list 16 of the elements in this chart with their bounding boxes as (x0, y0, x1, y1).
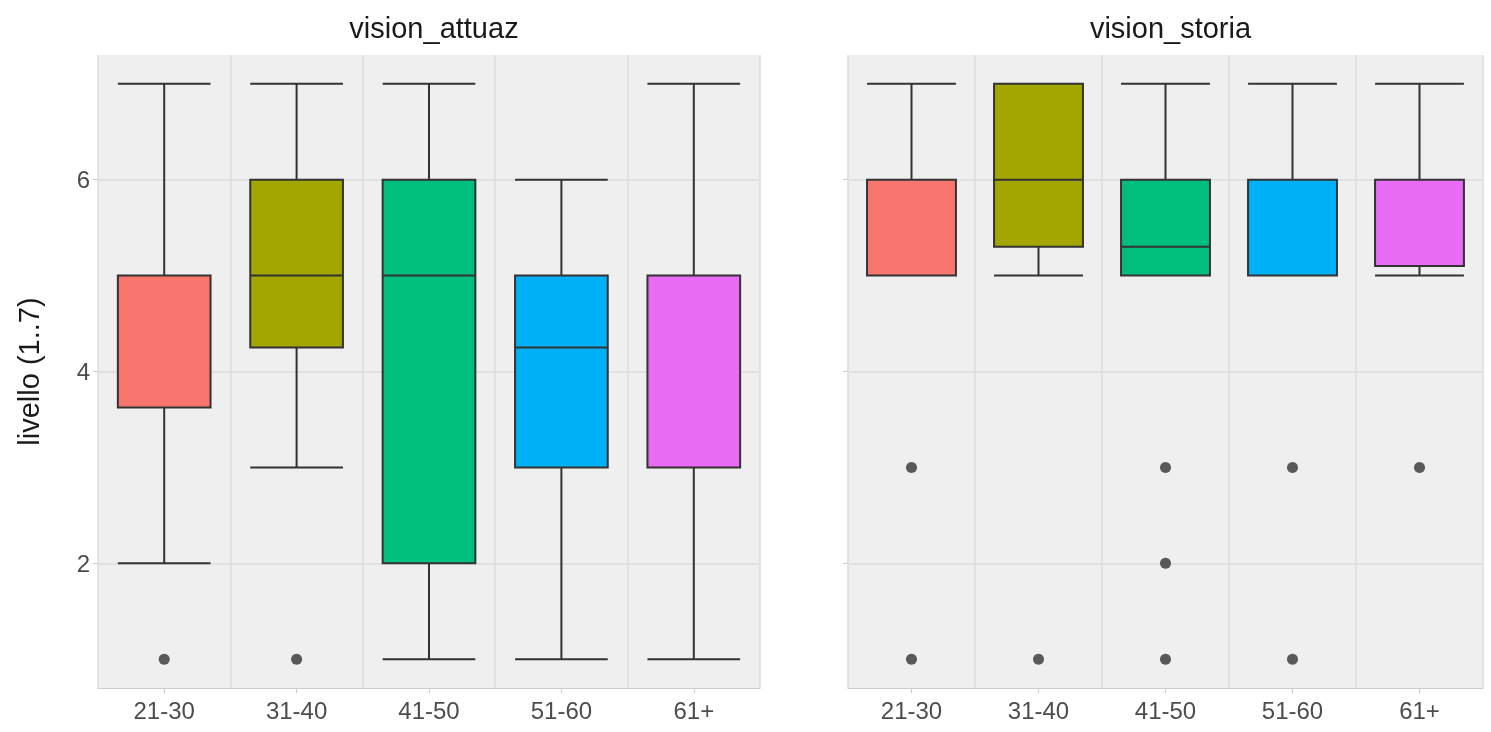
y-tick-label: 4 (76, 358, 90, 385)
x-tick-label: 51-60 (1261, 696, 1324, 724)
x-tick-label: 31-40 (265, 696, 328, 724)
y-tick-label: 6 (76, 166, 90, 194)
x-tick-label: 41-50 (398, 696, 460, 724)
x-tick-label: 21-30 (133, 696, 195, 724)
x-tick-label: 61+ (1399, 696, 1440, 724)
x-tick-label: 41-50 (1134, 696, 1197, 724)
y-axis-title: livello (1..7) (12, 297, 45, 446)
x-tick-label: 61+ (673, 696, 715, 724)
chart-title: vision_attuaz (349, 11, 519, 44)
x-tick-label: 21-30 (880, 696, 943, 724)
chart-title: vision_storia (1089, 11, 1252, 44)
x-tick-label: 31-40 (1007, 696, 1070, 724)
x-tick-label: 51-60 (530, 696, 593, 724)
y-tick-label: 2 (76, 549, 90, 577)
